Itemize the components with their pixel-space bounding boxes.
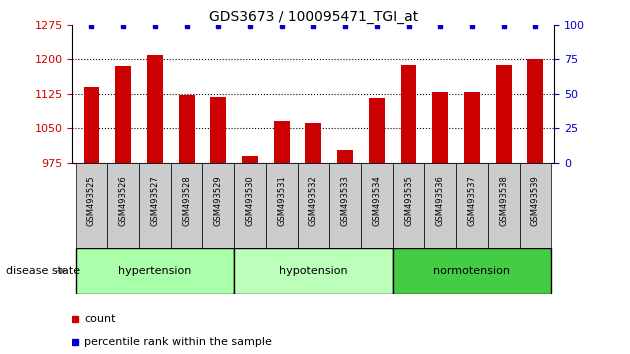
Point <box>181 23 192 29</box>
Bar <box>139 163 171 248</box>
Bar <box>266 163 297 248</box>
Text: normotension: normotension <box>433 266 510 276</box>
Bar <box>520 163 551 248</box>
Text: GSM493534: GSM493534 <box>372 176 381 226</box>
Bar <box>107 163 139 248</box>
Text: GSM493529: GSM493529 <box>214 176 223 226</box>
Text: GSM493539: GSM493539 <box>531 176 540 226</box>
Point <box>372 23 382 29</box>
Text: GSM493531: GSM493531 <box>277 176 286 226</box>
Bar <box>147 55 163 163</box>
Title: GDS3673 / 100095471_TGI_at: GDS3673 / 100095471_TGI_at <box>209 10 418 24</box>
Text: count: count <box>84 314 116 324</box>
Bar <box>464 91 480 163</box>
Bar <box>274 121 290 163</box>
Point <box>277 23 287 29</box>
Bar <box>401 65 416 163</box>
Point <box>245 23 255 29</box>
Text: GSM493537: GSM493537 <box>467 176 476 227</box>
Bar <box>234 248 392 294</box>
Point <box>530 23 541 29</box>
Bar <box>392 163 425 248</box>
Bar <box>488 163 520 248</box>
Bar <box>337 150 353 163</box>
Point <box>308 23 318 29</box>
Bar <box>297 163 329 248</box>
Bar <box>242 156 258 163</box>
Bar <box>392 248 551 294</box>
Text: GSM493530: GSM493530 <box>246 176 255 226</box>
Bar <box>76 248 234 294</box>
Text: percentile rank within the sample: percentile rank within the sample <box>84 337 272 347</box>
Point <box>118 23 129 29</box>
Text: GSM493532: GSM493532 <box>309 176 318 226</box>
Text: hypotension: hypotension <box>279 266 348 276</box>
Bar <box>432 91 448 163</box>
Text: GSM493525: GSM493525 <box>87 176 96 226</box>
Point <box>340 23 350 29</box>
Bar <box>306 123 321 163</box>
Text: GSM493526: GSM493526 <box>118 176 128 226</box>
Bar <box>456 163 488 248</box>
Point <box>498 23 508 29</box>
Text: hypertension: hypertension <box>118 266 192 276</box>
Text: GSM493527: GSM493527 <box>151 176 159 226</box>
Text: GSM493535: GSM493535 <box>404 176 413 226</box>
Bar <box>329 163 361 248</box>
Point <box>403 23 413 29</box>
Bar <box>234 163 266 248</box>
Bar <box>361 163 392 248</box>
Text: GSM493533: GSM493533 <box>341 176 350 227</box>
Bar <box>84 87 100 163</box>
Bar <box>115 66 131 163</box>
Point <box>435 23 445 29</box>
Point <box>214 23 224 29</box>
Bar <box>202 163 234 248</box>
Bar <box>210 97 226 163</box>
Bar <box>527 59 543 163</box>
Point <box>467 23 477 29</box>
Text: GSM493536: GSM493536 <box>436 176 445 227</box>
Point <box>86 23 96 29</box>
Bar <box>171 163 202 248</box>
Text: GSM493538: GSM493538 <box>499 176 508 227</box>
Bar <box>425 163 456 248</box>
Bar <box>369 98 385 163</box>
Bar <box>496 65 512 163</box>
Point <box>150 23 160 29</box>
Text: GSM493528: GSM493528 <box>182 176 191 226</box>
Bar <box>179 95 195 163</box>
Bar <box>76 163 107 248</box>
Text: disease state: disease state <box>6 266 81 276</box>
